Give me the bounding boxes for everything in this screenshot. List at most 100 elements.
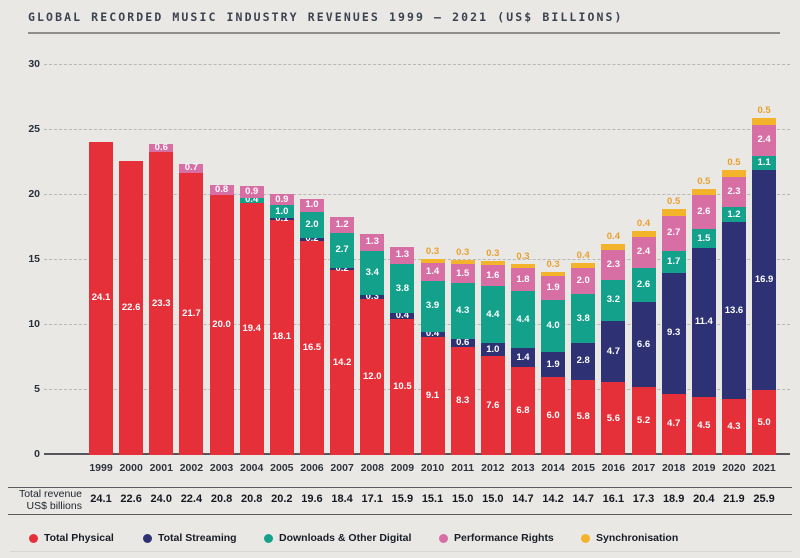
totals-divider-bottom	[8, 514, 792, 515]
bar-value-label: 1.1	[757, 157, 771, 169]
y-axis-tick-0: 0	[34, 448, 40, 460]
bar-value-label: 2.3	[727, 185, 741, 197]
bar-segment-downloads-2010: 3.9	[420, 280, 445, 332]
bar-segment-downloads-2015: 3.8	[571, 293, 596, 344]
x-axis-tick-2011: 2011	[451, 462, 475, 474]
sync-value-label: 0.3	[516, 250, 530, 262]
bar-value-label: 1.9	[546, 358, 560, 370]
gridline	[44, 64, 790, 65]
y-axis-tick-10: 10	[28, 318, 40, 330]
x-axis-tick-2019: 2019	[692, 462, 716, 474]
bar-segment-physical-2002: 21.7	[179, 172, 204, 455]
bar-value-label: 1.3	[365, 236, 379, 248]
bar-segment-physical-2003: 20.0	[209, 195, 234, 455]
gridline	[44, 389, 790, 390]
bar-2000: 22.6	[119, 161, 144, 455]
bar-2011: 8.3 0.6 4.3 1.5 0.3	[450, 248, 475, 455]
x-axis-years: 1999 2000 2001 2002 2003 2004 2005 2006 2007 2008…	[0, 462, 800, 476]
bar-segment-performance-2014: 1.9	[541, 275, 566, 301]
total-revenue-2000: 22.6	[120, 493, 142, 505]
bar-segment-performance-2006: 1.0	[299, 198, 324, 212]
bar-segment-streaming-2021: 16.9	[752, 170, 777, 390]
bar-segment-physical-2014: 6.0	[541, 377, 566, 455]
legend-dot-sync-icon	[581, 533, 590, 543]
totals-divider-top	[8, 487, 792, 488]
gridline	[44, 194, 790, 195]
legend-label-downloads: Downloads & Other Digital	[279, 532, 412, 544]
bar-segment-physical-2008: 12.0	[360, 299, 385, 455]
x-axis-tick-2004: 2004	[240, 462, 264, 474]
total-revenue-2005: 20.2	[271, 493, 293, 505]
bar-value-label: 4.0	[546, 320, 560, 332]
legend-dot-downloads-icon	[264, 533, 273, 543]
bar-segment-physical-2020: 4.3	[721, 399, 746, 455]
x-axis-tick-2000: 2000	[119, 462, 143, 474]
bar-value-label: 13.6	[724, 304, 744, 316]
total-revenue-2007: 18.4	[331, 493, 353, 505]
bar-value-label: 3.4	[365, 267, 379, 279]
bar-value-label: 24.1	[91, 292, 111, 304]
bar-value-label: 14.2	[332, 356, 352, 368]
bar-2013: 6.8 1.4 4.4 1.8 0.3	[510, 250, 535, 455]
bar-value-label: 3.2	[606, 294, 620, 306]
bar-2012: 7.6 1.0 4.4 1.6 0.3	[480, 249, 505, 455]
bar-segment-sync-2015	[571, 262, 596, 268]
legend-item-streaming: Total Streaming	[143, 527, 237, 549]
title-divider	[28, 32, 780, 34]
bar-segment-downloads-2012: 4.4	[480, 286, 505, 344]
bar-segment-physical-1999: 24.1	[89, 141, 113, 455]
bar-segment-streaming-2014: 1.9	[541, 352, 566, 377]
bar-value-label: 2.7	[335, 244, 349, 256]
bar-2018: 4.7 9.3 1.7 2.7 0.5	[661, 197, 686, 455]
bar-2014: 6.0 1.9 4.0 1.9 0.3	[541, 259, 566, 455]
x-axis-tick-2006: 2006	[300, 462, 324, 474]
bar-value-label: 2.6	[697, 205, 711, 217]
bar-segment-physical-2005: 18.1	[269, 219, 294, 455]
x-axis-tick-2003: 2003	[209, 462, 234, 474]
bar-value-label: 6.8	[516, 404, 530, 416]
bar-value-label: 1.3	[395, 249, 409, 261]
bar-value-label: 11.4	[694, 316, 713, 328]
gridline	[44, 324, 790, 325]
bar-2006: 16.5 0.2 2.0 1.0	[299, 198, 324, 455]
bar-segment-physical-2016: 5.6	[601, 382, 626, 455]
total-revenue-2003: 20.8	[210, 493, 233, 505]
bar-value-label: 0.9	[275, 193, 289, 205]
bar-segment-performance-2021: 2.4	[752, 124, 777, 157]
bar-value-label: 2.6	[636, 278, 651, 290]
bar-segment-sync-2011	[450, 260, 475, 264]
bar-value-label: 1.4	[425, 265, 440, 277]
bar-value-label: 0.2	[335, 263, 349, 275]
bar-value-label: 0.6	[154, 142, 168, 154]
bar-segment-physical-2017: 5.2	[631, 387, 656, 455]
chart-title: GLOBAL RECORDED MUSIC INDUSTRY REVENUES …	[28, 10, 624, 24]
bar-value-label: 0.3	[365, 291, 379, 303]
bottom-divider	[10, 551, 792, 552]
bar-value-label: 0.2	[305, 233, 319, 245]
bar-value-label: 1.2	[335, 218, 349, 230]
bar-value-label: 4.5	[697, 419, 711, 431]
bar-value-label: 2.8	[576, 355, 590, 367]
legend-item-physical: Total Physical	[29, 527, 114, 549]
bar-2015: 5.8 2.8 3.8 2.0 0.4	[571, 250, 596, 455]
total-revenue-2020: 21.9	[723, 493, 745, 505]
bar-segment-streaming-2008: 0.3	[360, 291, 385, 303]
total-revenue-2017: 17.3	[632, 493, 655, 505]
sync-value-label: 0.5	[757, 105, 771, 117]
total-revenue-2012: 15.0	[482, 493, 504, 505]
bar-segment-downloads-2009: 3.8	[390, 263, 415, 314]
bar-segment-physical-2009: 10.5	[390, 318, 415, 455]
bar-value-label: 1.7	[667, 255, 681, 267]
bar-value-label: 9.3	[667, 327, 681, 339]
bar-value-label: 2.4	[636, 246, 651, 258]
bar-value-label: 1.0	[486, 343, 500, 355]
bar-segment-physical-2006: 16.5	[299, 240, 324, 455]
bar-value-label: 4.7	[667, 418, 681, 430]
legend-item-performance: Performance Rights	[439, 527, 554, 549]
bar-segment-sync-2016	[601, 244, 626, 250]
gridline	[44, 129, 790, 130]
bar-value-label: 1.6	[486, 269, 500, 281]
totals-row-label-line2: US$ billions	[26, 499, 82, 512]
y-axis-tick-20: 20	[28, 188, 40, 200]
